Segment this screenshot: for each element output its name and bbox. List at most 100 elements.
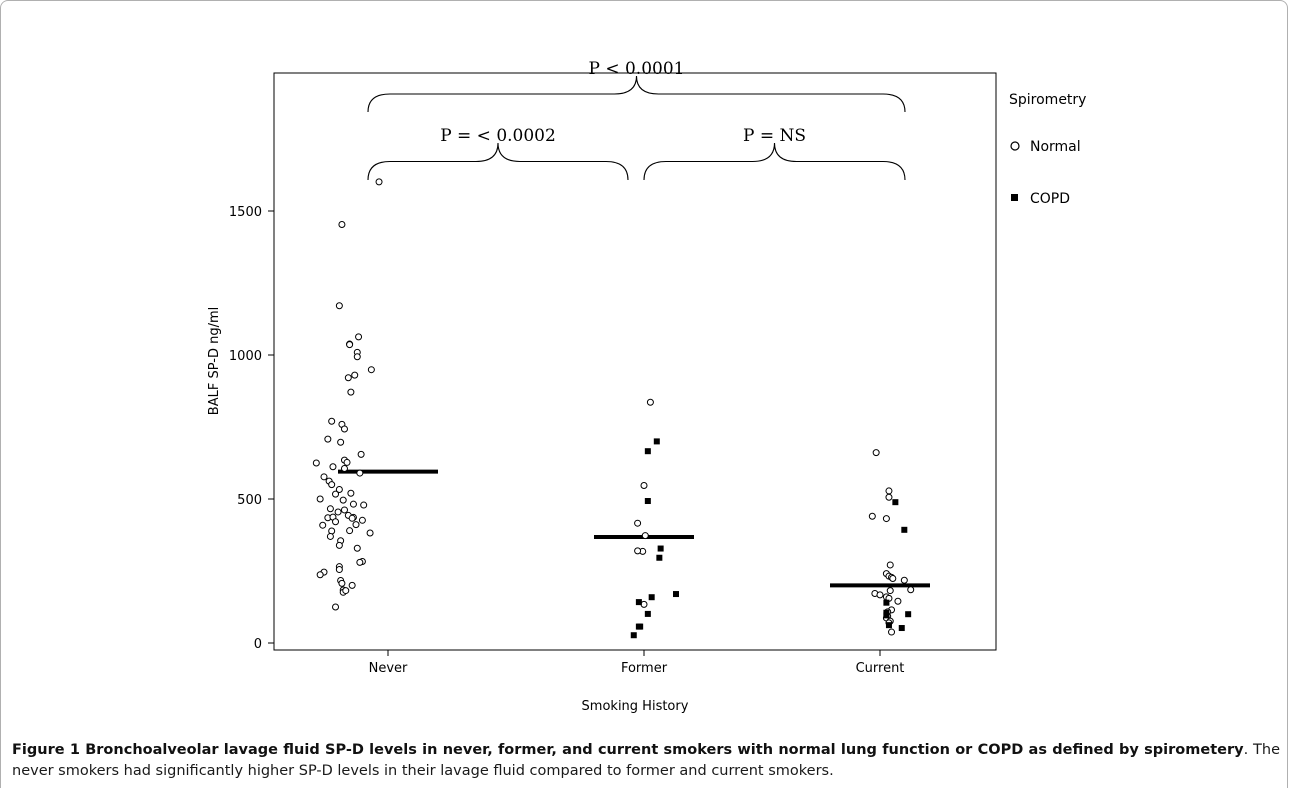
- point-normal-never: [312, 459, 320, 467]
- point-normal-never: [342, 587, 350, 595]
- legend-title: Spirometry: [1009, 92, 1086, 108]
- point-normal-former: [640, 600, 648, 608]
- point-normal-former: [646, 398, 654, 406]
- y-tick-label-1000: 1000: [229, 349, 262, 364]
- bracket-never-current: [367, 75, 906, 113]
- point-copd-former: [657, 545, 664, 552]
- point-normal-never: [367, 366, 375, 374]
- point-normal-never: [326, 532, 334, 540]
- figure-caption: Figure 1 Bronchoalveolar lavage fluid SP…: [12, 740, 1280, 782]
- point-normal-current: [889, 574, 897, 582]
- point-normal-never: [335, 302, 343, 310]
- point-copd-former: [644, 610, 651, 617]
- point-normal-never: [346, 527, 354, 535]
- caption-text: . The never smokers had significantly hi…: [12, 742, 1281, 779]
- point-normal-never: [356, 558, 364, 566]
- data-points: [312, 178, 915, 639]
- point-normal-never: [347, 388, 355, 396]
- point-normal-never: [344, 374, 352, 382]
- legend-label-copd: COPD: [1030, 191, 1070, 207]
- x-tick-label-current: Current: [856, 661, 905, 676]
- x-tick-label-never: Never: [369, 661, 408, 676]
- point-normal-never: [334, 508, 342, 516]
- point-copd-current: [901, 526, 908, 533]
- point-normal-never: [343, 458, 351, 466]
- p-value-never-former: P = < 0.0002: [440, 126, 556, 146]
- point-copd-current: [883, 612, 890, 619]
- point-copd-current: [885, 622, 892, 629]
- point-normal-never: [349, 500, 357, 508]
- point-normal-never: [347, 489, 355, 497]
- legend-label-normal: Normal: [1030, 139, 1081, 155]
- point-normal-never: [348, 514, 356, 522]
- point-normal-never: [351, 371, 359, 379]
- point-normal-former: [634, 519, 642, 527]
- point-normal-current: [872, 449, 880, 457]
- point-normal-never: [316, 571, 324, 579]
- point-normal-never: [326, 505, 334, 513]
- point-normal-never: [357, 450, 365, 458]
- point-copd-former: [635, 599, 642, 606]
- point-normal-current: [900, 576, 908, 584]
- comparison-brackets: P < 0.0001 P = < 0.0002 P = NS: [367, 59, 906, 181]
- point-normal-current: [868, 512, 876, 520]
- point-normal-never: [356, 469, 364, 477]
- point-normal-never: [360, 501, 368, 509]
- point-normal-current: [886, 561, 894, 569]
- point-normal-current: [885, 487, 893, 495]
- point-copd-former: [644, 448, 651, 455]
- legend-marker-copd: [1011, 194, 1018, 201]
- point-normal-current: [907, 586, 915, 594]
- point-copd-former: [656, 554, 663, 561]
- point-copd-current: [898, 625, 905, 632]
- plot-area: [273, 72, 997, 651]
- point-normal-former: [640, 481, 648, 489]
- point-normal-never: [328, 417, 336, 425]
- point-normal-current: [876, 591, 884, 599]
- point-normal-never: [337, 438, 345, 446]
- p-value-never-current: P < 0.0001: [589, 59, 685, 79]
- point-normal-never: [339, 496, 347, 504]
- point-normal-never: [332, 603, 340, 611]
- point-normal-current: [888, 628, 896, 636]
- point-normal-never: [329, 463, 337, 471]
- point-copd-former: [673, 591, 679, 598]
- point-normal-never: [332, 490, 340, 498]
- legend-marker-normal: [1010, 141, 1020, 151]
- point-normal-never: [340, 506, 348, 514]
- point-normal-never: [353, 544, 361, 552]
- point-normal-never: [348, 581, 356, 589]
- y-tick-label-0: 0: [254, 637, 262, 652]
- point-normal-current: [885, 493, 893, 501]
- point-normal-never: [358, 516, 366, 524]
- caption-bold: Figure 1 Bronchoalveolar lavage fluid SP…: [12, 742, 1244, 758]
- x-axis-label: Smoking History: [582, 699, 689, 714]
- point-normal-never: [352, 521, 360, 529]
- point-copd-current: [905, 611, 912, 618]
- point-normal-never: [340, 464, 348, 472]
- y-tick-label-500: 500: [237, 493, 262, 508]
- point-normal-former: [641, 532, 649, 540]
- y-tick-label-1500: 1500: [229, 205, 262, 220]
- point-normal-never: [332, 518, 340, 526]
- point-normal-never: [324, 435, 332, 443]
- mean-lines: [338, 469, 930, 588]
- point-normal-never: [319, 521, 327, 529]
- point-normal-current: [882, 515, 890, 523]
- point-normal-never: [366, 529, 374, 537]
- point-normal-never: [320, 473, 328, 481]
- point-copd-former: [637, 623, 644, 630]
- point-normal-never: [338, 579, 346, 587]
- point-normal-former: [634, 547, 642, 555]
- axes: 0 500 1000 1500 Never Former Current: [229, 205, 905, 676]
- point-normal-never: [353, 353, 361, 361]
- point-normal-never: [328, 481, 336, 489]
- point-normal-never: [375, 178, 383, 186]
- point-copd-current: [892, 499, 899, 506]
- point-normal-current: [894, 597, 902, 605]
- p-value-former-current: P = NS: [743, 126, 806, 146]
- bracket-former-current: [643, 142, 906, 181]
- point-normal-never: [335, 566, 343, 574]
- point-copd-former: [630, 632, 637, 639]
